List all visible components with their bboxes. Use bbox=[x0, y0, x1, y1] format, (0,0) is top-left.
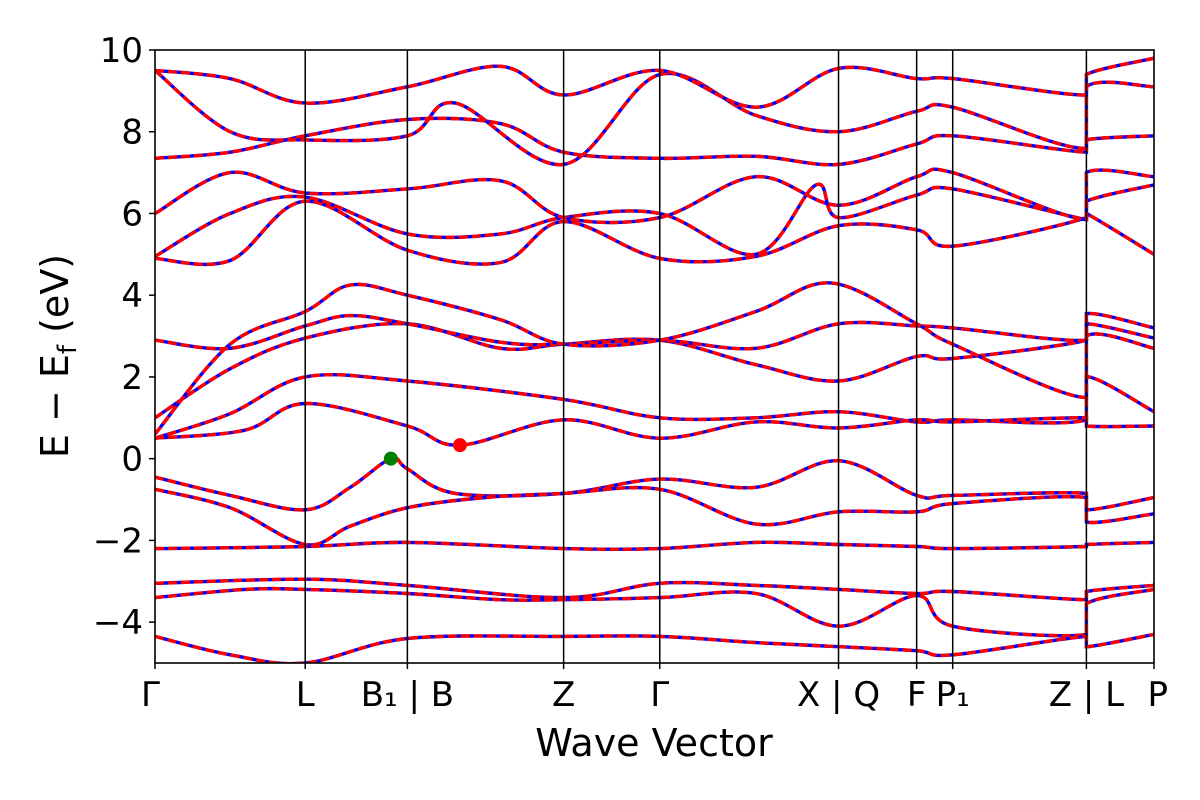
x-tick-label-10: P bbox=[1147, 675, 1168, 715]
markers-layer bbox=[383, 438, 467, 466]
y-tick-label-6: 6 bbox=[121, 194, 143, 234]
band-up-16 bbox=[155, 69, 1154, 167]
y-tick-label-5: 4 bbox=[121, 276, 143, 316]
y-tick-label-3: 0 bbox=[121, 440, 143, 480]
x-tick-label-4: Z bbox=[552, 675, 575, 715]
band-up-5 bbox=[155, 586, 1154, 638]
band-up-10 bbox=[155, 311, 1154, 351]
marker-cbm bbox=[452, 438, 467, 453]
kpoint-lines bbox=[304, 50, 1088, 663]
y-axis-label-main: E − E bbox=[33, 354, 77, 458]
x-ticks: Γ L B₁ | B Z Γ X | Q F P₁ Z | L P bbox=[141, 663, 1168, 715]
band-up-2 bbox=[155, 485, 1154, 547]
x-tick-label-9: Z | L bbox=[1049, 675, 1124, 715]
x-tick-label-1: Γ bbox=[141, 675, 160, 715]
y-axis-label: E − Ef (eV) bbox=[33, 254, 83, 458]
y-tick-label-2: −2 bbox=[93, 521, 143, 561]
plot-frame bbox=[154, 49, 1155, 664]
x-tick-label-7: F bbox=[907, 675, 927, 715]
x-tick-label-5: Γ bbox=[650, 675, 669, 715]
marker-vbm bbox=[383, 451, 398, 466]
y-tick-label-4: 2 bbox=[121, 358, 143, 398]
band-up-6 bbox=[155, 632, 1154, 663]
band-up-3 bbox=[155, 540, 1154, 552]
x-tick-label-6: X | Q bbox=[797, 675, 880, 715]
y-tick-label-8: 10 bbox=[100, 31, 143, 71]
y-axis-label-sub: f bbox=[53, 344, 83, 354]
y-ticks: −4 −2 0 2 4 6 8 10 bbox=[93, 31, 155, 643]
y-tick-label-7: 8 bbox=[121, 113, 143, 153]
y-axis-label-unit: (eV) bbox=[33, 254, 77, 345]
x-tick-label-3: B₁ | B bbox=[361, 675, 454, 715]
x-tick-label-2: L bbox=[296, 675, 315, 715]
y-tick-label-1: −4 bbox=[93, 603, 143, 643]
x-axis-label: Wave Vector bbox=[535, 721, 773, 765]
x-tick-label-8: P₁ bbox=[936, 675, 970, 715]
band-up-4 bbox=[155, 577, 1154, 602]
